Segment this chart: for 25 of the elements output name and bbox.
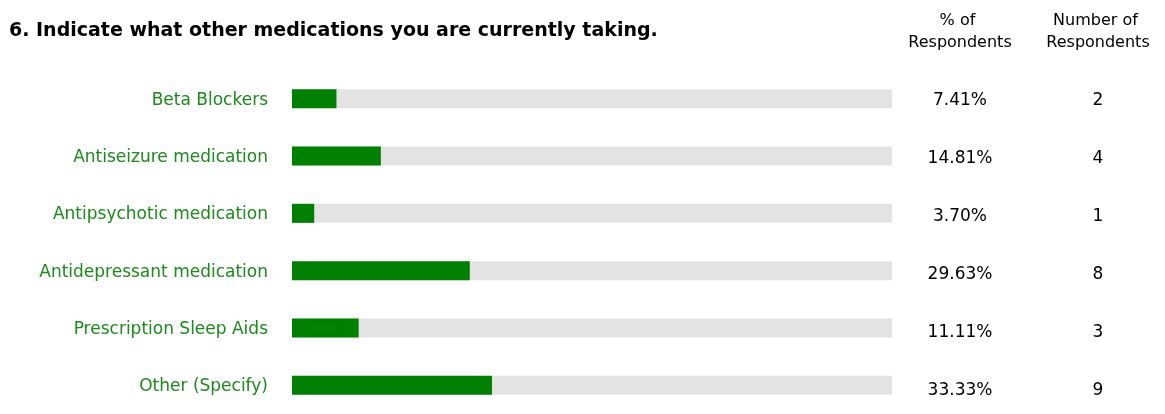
data-label: 8 xyxy=(1092,263,1104,283)
data-label: 4 xyxy=(1092,147,1104,167)
bar xyxy=(292,203,315,223)
y-tick-label: Antidepressant medication xyxy=(39,260,268,281)
chart-title: 6. Indicate what other medications you are currently taking. xyxy=(9,17,658,40)
y-tick-label: Other (Specify) xyxy=(139,375,268,396)
data-label: 3.70% xyxy=(932,205,988,225)
data-label: 7.41% xyxy=(932,89,988,109)
bar xyxy=(292,89,337,109)
data-label: 9 xyxy=(1092,379,1104,399)
bar xyxy=(292,146,381,166)
data-label: 11.11% xyxy=(927,321,993,341)
y-tick-label: Beta Blockers xyxy=(151,88,269,109)
data-label: 1 xyxy=(1092,205,1104,225)
data-label: 3 xyxy=(1092,321,1104,341)
data-label: 33.33% xyxy=(927,379,993,399)
data-label: 2 xyxy=(1092,89,1104,109)
data-label: 14.81% xyxy=(927,147,993,167)
bar xyxy=(292,318,359,338)
y-tick-label: Antipsychotic medication xyxy=(52,203,268,224)
y-tick-label: Antiseizure medication xyxy=(73,146,268,166)
text: Number of Respondents xyxy=(1046,9,1150,51)
data-label: 29.63% xyxy=(927,263,993,283)
text: % of Respondents xyxy=(908,9,1012,51)
y-tick-label: Prescription Sleep Aids xyxy=(73,318,269,338)
